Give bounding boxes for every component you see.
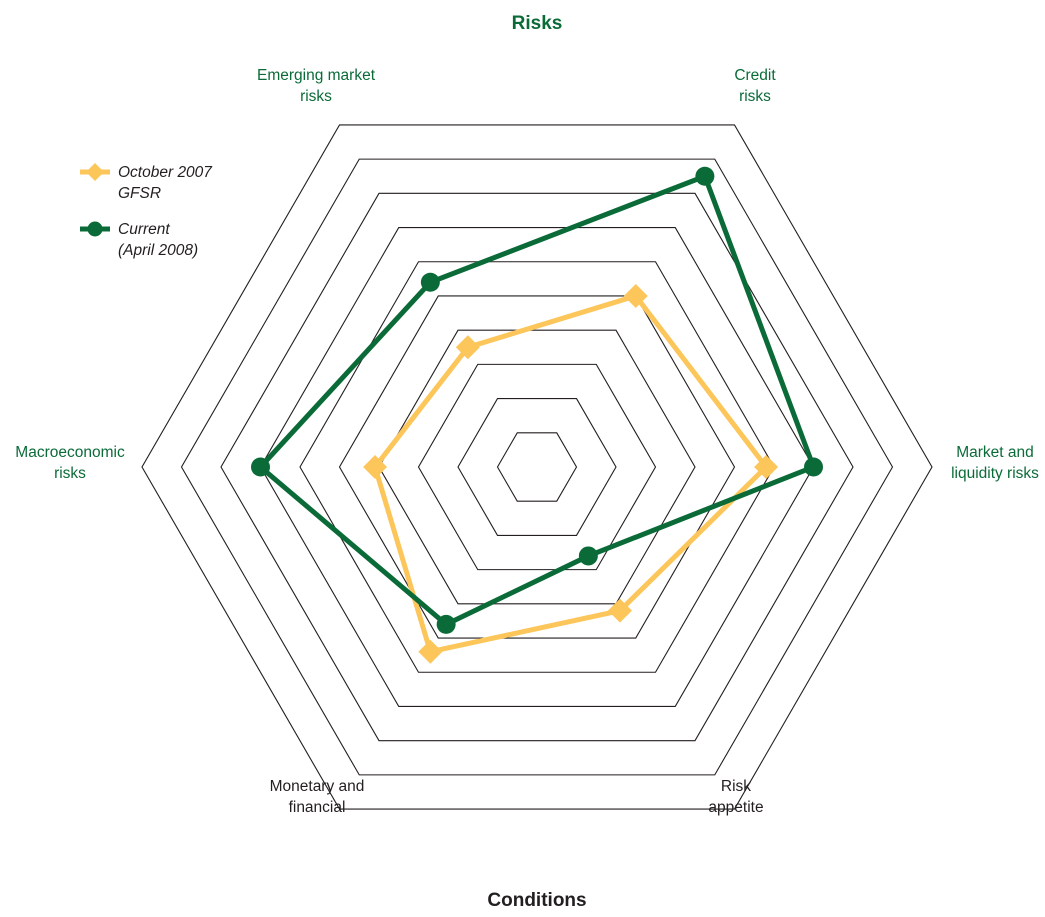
- legend-diamond-icon: [86, 163, 104, 181]
- grid-ring: [496, 432, 578, 502]
- grid-ring: [378, 329, 696, 605]
- legend-circle-icon: [87, 221, 103, 237]
- axis-label: Credit risks: [734, 67, 776, 105]
- series-line-2: [256, 172, 817, 628]
- legend: October 2007 GFSR Current (April 2008): [80, 163, 213, 259]
- axis-label: Risk appetite: [708, 778, 763, 816]
- series-layer: [251, 166, 823, 664]
- axis-label: Macroeconomic risks: [15, 444, 125, 482]
- series-point-diamond: [418, 639, 443, 664]
- series-point-diamond: [607, 598, 632, 623]
- grid-ring: [259, 226, 815, 708]
- legend-label: Current (April 2008): [118, 221, 198, 259]
- axis-labels: Credit risks Market and liquidity risks Risk…: [15, 67, 1039, 816]
- series-point-circle: [804, 457, 823, 477]
- legend-label: October 2007 GFSR: [118, 164, 213, 202]
- series-point-diamond: [455, 335, 480, 360]
- series-point-circle: [436, 614, 456, 634]
- series-point-circle: [420, 272, 440, 292]
- grid-ring: [141, 124, 933, 810]
- grid-ring: [180, 158, 894, 776]
- axis-label: Monetary and financial: [270, 778, 365, 816]
- conditions-title: Conditions: [487, 890, 586, 911]
- series-point-circle: [695, 166, 715, 186]
- series-point-diamond: [363, 455, 388, 479]
- grid-ring: [417, 363, 657, 571]
- series-point-circle: [251, 457, 270, 477]
- grid-ring: [457, 398, 617, 536]
- chart-title: Risks: [512, 13, 563, 34]
- series-point-diamond: [754, 455, 779, 479]
- grid-ring: [220, 192, 854, 742]
- series-point-circle: [578, 546, 598, 566]
- grid-ring: [338, 295, 736, 639]
- series-line-1: [372, 293, 770, 655]
- series-point-diamond: [623, 283, 648, 308]
- axis-label: Market and liquidity risks: [951, 444, 1039, 482]
- axis-label: Emerging market risks: [257, 67, 376, 105]
